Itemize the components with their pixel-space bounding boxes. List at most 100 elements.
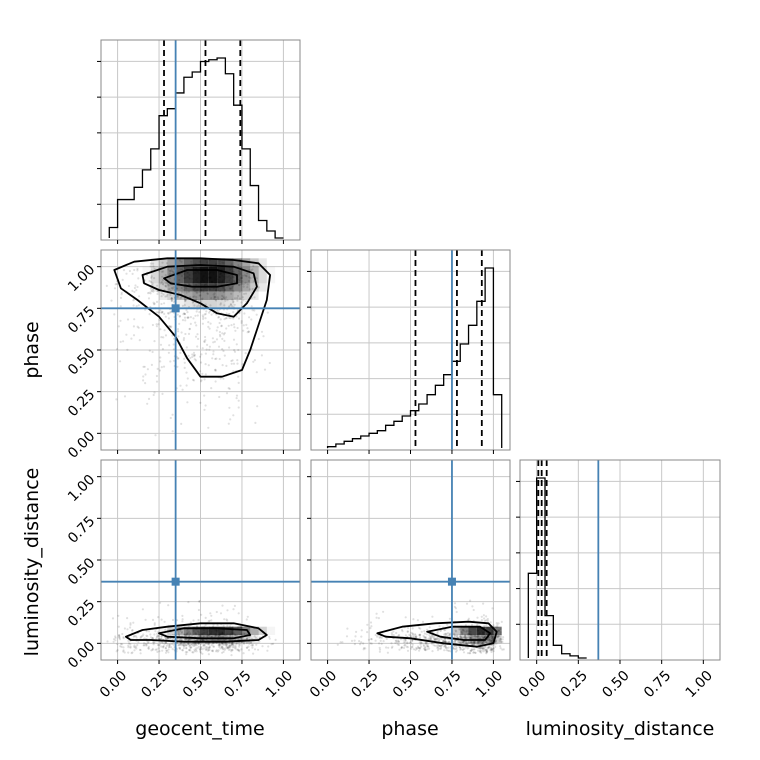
sample-point bbox=[194, 643, 197, 647]
sample-point bbox=[376, 635, 379, 638]
sample-point bbox=[162, 270, 165, 273]
density-cell bbox=[250, 266, 259, 275]
sample-point bbox=[233, 326, 236, 329]
sample-point bbox=[484, 634, 487, 637]
y-tick-label: 0.25 bbox=[65, 387, 98, 420]
sample-point bbox=[464, 642, 467, 645]
sample-point bbox=[490, 637, 493, 641]
sample-point bbox=[149, 262, 153, 265]
sample-point bbox=[229, 635, 232, 638]
density-cell bbox=[208, 291, 218, 300]
sample-point bbox=[491, 639, 494, 642]
sample-point bbox=[201, 297, 204, 300]
sample-point bbox=[207, 325, 210, 328]
sample-point bbox=[490, 648, 493, 651]
panel-phase-hist bbox=[310, 249, 511, 451]
sample-point bbox=[177, 644, 180, 647]
sample-point bbox=[369, 642, 372, 645]
sample-point bbox=[185, 653, 188, 656]
sample-point bbox=[370, 638, 373, 641]
sample-point bbox=[447, 640, 450, 644]
sample-point bbox=[171, 633, 174, 637]
sample-point bbox=[414, 634, 417, 637]
sample-point bbox=[193, 304, 196, 307]
sample-point bbox=[464, 636, 467, 640]
sample-point bbox=[464, 646, 467, 649]
sample-point bbox=[233, 303, 236, 306]
density-cell bbox=[167, 291, 176, 300]
sample-point bbox=[484, 648, 487, 652]
sample-point bbox=[152, 393, 155, 397]
sample-point bbox=[436, 632, 439, 635]
sample-point bbox=[387, 646, 390, 649]
sample-point bbox=[179, 297, 182, 300]
sample-point bbox=[130, 337, 133, 340]
sample-point bbox=[401, 630, 404, 633]
sample-point bbox=[158, 635, 161, 638]
sample-point bbox=[224, 299, 227, 302]
sample-point bbox=[477, 641, 480, 644]
histogram-luminosity-distance bbox=[527, 477, 587, 659]
density-cell bbox=[217, 626, 226, 635]
sample-point bbox=[157, 290, 160, 293]
sample-point bbox=[212, 293, 215, 296]
sample-point bbox=[166, 637, 169, 640]
sample-point bbox=[439, 644, 442, 647]
sample-point bbox=[474, 635, 477, 638]
sample-point bbox=[427, 645, 430, 648]
sample-point bbox=[227, 422, 230, 425]
sample-point bbox=[444, 645, 447, 648]
sample-point bbox=[184, 298, 187, 302]
sample-point bbox=[120, 293, 123, 296]
sample-point bbox=[345, 635, 349, 638]
sample-point bbox=[404, 638, 407, 641]
sample-point bbox=[232, 362, 236, 365]
sample-point bbox=[217, 649, 220, 652]
sample-point bbox=[226, 609, 229, 612]
sample-point bbox=[181, 388, 184, 391]
sample-point bbox=[125, 333, 128, 336]
sample-point bbox=[448, 633, 451, 636]
sample-point bbox=[470, 636, 473, 639]
sample-point bbox=[221, 364, 224, 367]
sample-point bbox=[118, 636, 121, 640]
sample-point bbox=[180, 422, 183, 425]
sample-point bbox=[382, 640, 385, 643]
sample-point bbox=[482, 647, 485, 650]
sample-point bbox=[254, 636, 257, 640]
sample-point bbox=[364, 647, 367, 650]
sample-point bbox=[176, 642, 179, 645]
sample-point bbox=[214, 380, 217, 383]
sample-point bbox=[144, 373, 147, 376]
sample-point bbox=[458, 633, 462, 636]
sample-point bbox=[469, 599, 472, 602]
sample-point bbox=[210, 619, 213, 622]
sample-point bbox=[477, 642, 480, 645]
sample-point bbox=[473, 640, 476, 643]
sample-point bbox=[184, 643, 187, 647]
density-cell bbox=[233, 626, 242, 635]
sample-point bbox=[223, 339, 226, 342]
sample-point bbox=[168, 344, 171, 347]
sample-point bbox=[240, 320, 243, 323]
sample-point bbox=[438, 644, 441, 648]
sample-point bbox=[459, 641, 462, 644]
density-cell bbox=[233, 300, 242, 309]
sample-point bbox=[495, 622, 498, 625]
sample-point bbox=[192, 351, 196, 354]
sample-point bbox=[360, 629, 363, 632]
sample-point bbox=[435, 638, 438, 641]
sample-point bbox=[221, 639, 225, 642]
sample-point bbox=[458, 641, 461, 644]
sample-point bbox=[148, 291, 151, 294]
sample-point bbox=[115, 650, 118, 653]
sample-point bbox=[183, 316, 187, 319]
sample-point bbox=[146, 368, 149, 371]
sample-point bbox=[221, 648, 224, 651]
sample-point bbox=[458, 645, 461, 649]
sample-point bbox=[253, 309, 256, 312]
sample-point bbox=[499, 647, 502, 650]
sample-point bbox=[192, 643, 196, 646]
sample-point bbox=[251, 643, 254, 646]
sample-point bbox=[167, 351, 170, 354]
